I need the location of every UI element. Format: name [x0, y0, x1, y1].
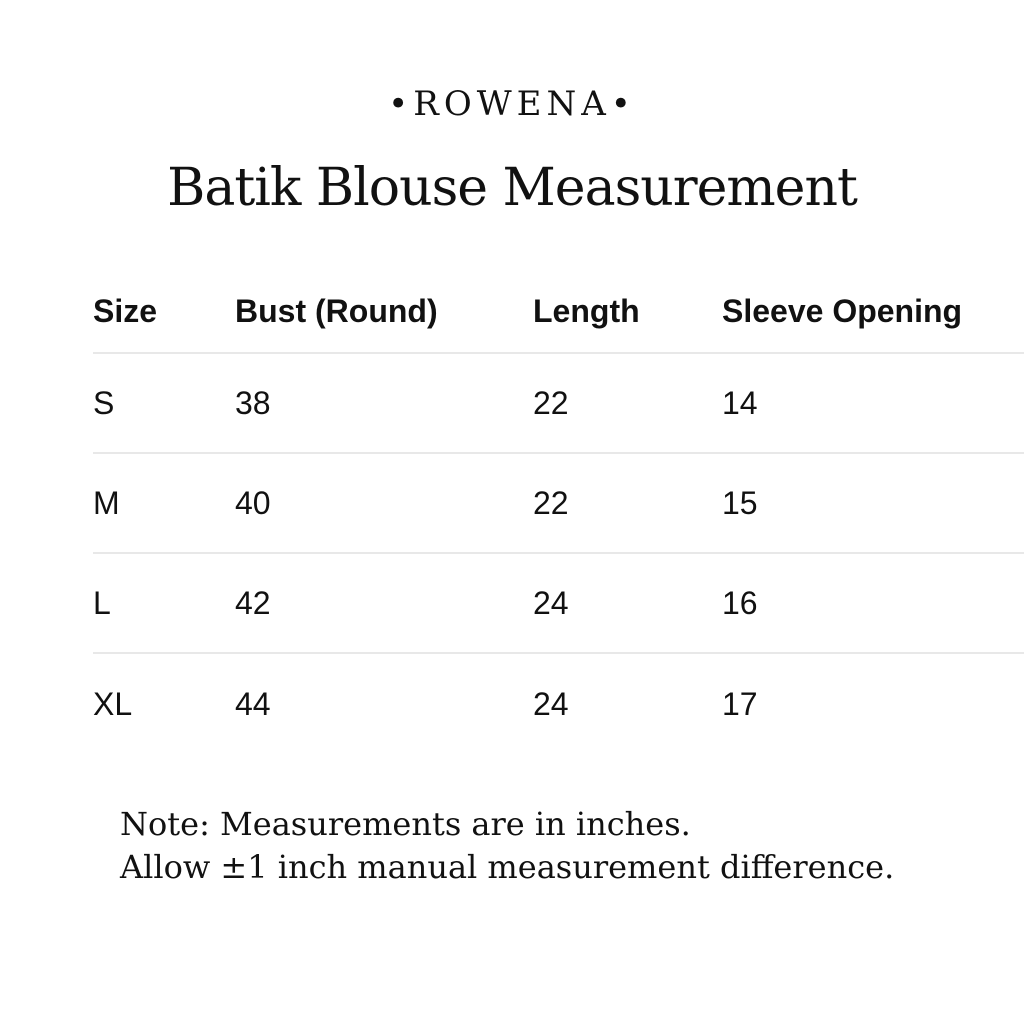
header-bust: Bust (Round): [235, 292, 438, 329]
cell-length: 24: [533, 685, 569, 722]
note-units: Note: Measurements are in inches.: [120, 805, 691, 843]
notes: Note: Measurements are in inches. Allow …: [120, 803, 894, 889]
cell-bust: 40: [235, 484, 271, 521]
table-row: L 42 24 16: [93, 554, 1024, 654]
table-header: Size Bust (Round) Length Sleeve Opening: [93, 270, 1024, 354]
cell-sleeve: 14: [722, 384, 758, 421]
table-row: M 40 22 15: [93, 454, 1024, 554]
size-table: Size Bust (Round) Length Sleeve Opening …: [93, 270, 1024, 754]
cell-size: XL: [93, 685, 133, 722]
cell-sleeve: 17: [722, 685, 758, 722]
table-row: S 38 22 14: [93, 354, 1024, 454]
page-title: Batik Blouse Measurement: [167, 158, 858, 218]
header-sleeve: Sleeve Opening: [722, 292, 963, 329]
cell-sleeve: 15: [722, 484, 758, 521]
cell-size: S: [93, 384, 115, 421]
cell-bust: 44: [235, 685, 271, 722]
header-size: Size: [93, 292, 158, 329]
cell-size: M: [93, 484, 120, 521]
cell-bust: 42: [235, 584, 271, 621]
note-tolerance: Allow ±1 inch manual measurement differe…: [120, 848, 895, 886]
cell-length: 22: [533, 384, 569, 421]
cell-length: 22: [533, 484, 569, 521]
brand-logo: •ROWENA•: [388, 84, 636, 124]
table-row: XL 44 24 17: [93, 654, 1024, 754]
cell-length: 24: [533, 584, 569, 621]
cell-bust: 38: [235, 384, 271, 421]
cell-size: L: [93, 584, 111, 621]
header-length: Length: [533, 292, 640, 329]
cell-sleeve: 16: [722, 584, 758, 621]
